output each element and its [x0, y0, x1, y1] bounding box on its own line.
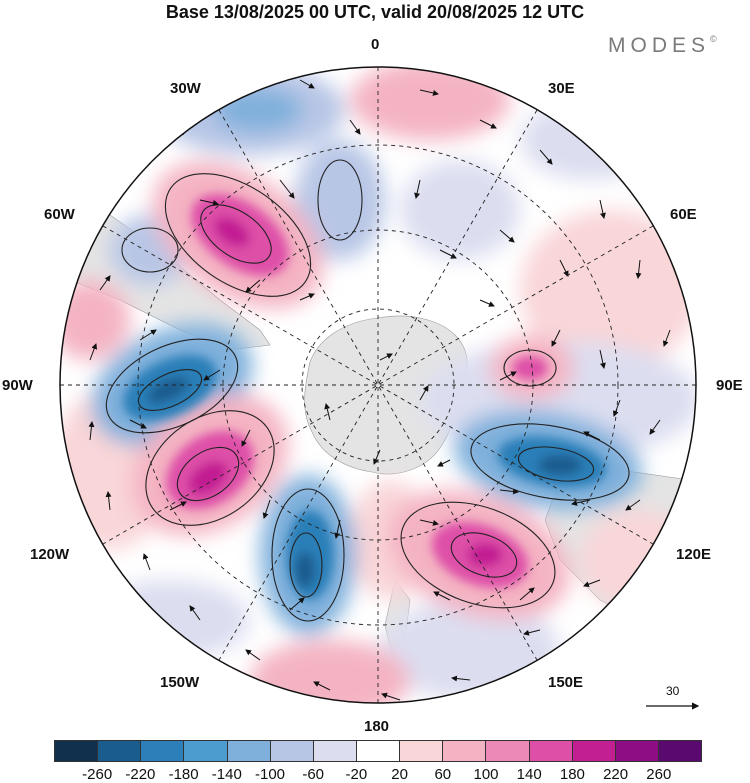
antarctica-land: [304, 315, 468, 475]
colorbar-tick-label: -60: [302, 766, 325, 783]
lon-label-120e: 120E: [676, 546, 712, 563]
colorbar-tick-label: 260: [646, 766, 672, 783]
colorbar: [54, 740, 702, 762]
lon-label-150e: 150E: [548, 674, 584, 691]
colorbar-swatch: [572, 741, 616, 761]
colorbar-swatch: [184, 741, 228, 761]
colorbar-swatch: [227, 741, 271, 761]
lon-label-90e: 90E: [716, 377, 743, 394]
colorbar-tick-label: 220: [603, 766, 629, 783]
colorbar-swatch: [270, 741, 314, 761]
reference-vector-label: 30: [666, 684, 680, 698]
colorbar-swatch: [615, 741, 659, 761]
colorbar-tick-label: -180: [168, 766, 199, 783]
colorbar-swatch: [486, 741, 530, 761]
colorbar-tick-label: 140: [516, 766, 542, 783]
colorbar-swatch: [658, 741, 702, 761]
lon-label-30e: 30E: [548, 80, 575, 97]
graticule: [60, 67, 696, 703]
colorbar-swatch: [313, 741, 357, 761]
lon-label-0: 0: [371, 36, 380, 53]
colorbar-tick-label: -20: [345, 766, 368, 783]
lon-label-60e: 60E: [670, 206, 697, 223]
colorbar-swatch: [400, 741, 444, 761]
colorbar-tick-label: -220: [125, 766, 156, 783]
colorbar-tick-label: 60: [434, 766, 452, 783]
colorbar-tick-label: 20: [391, 766, 408, 783]
colorbar-tick-label: -260: [82, 766, 113, 783]
colorbar-swatch: [529, 741, 573, 761]
lon-label-180: 180: [364, 718, 390, 735]
lon-label-120w: 120W: [30, 546, 70, 563]
brand-name: MODES: [608, 34, 711, 57]
wind-vectors: [88, 79, 671, 701]
colorbar-tick-label: 100: [473, 766, 499, 783]
lon-label-150w: 150W: [160, 674, 200, 691]
map-boundary: [59, 66, 697, 704]
colorbar-swatch: [55, 741, 99, 761]
colorbar-swatch: [356, 741, 401, 761]
map-title: Base 13/08/2025 00 UTC, valid 20/08/2025…: [165, 2, 585, 22]
colorbar-swatch: [98, 741, 142, 761]
brand-logo: MODES©: [608, 34, 717, 58]
colorbar-tick-label: -100: [254, 766, 286, 783]
colorbar-swatch: [443, 741, 487, 761]
lon-label-90w: 90W: [2, 377, 33, 394]
colorbar-tick-label: 180: [559, 766, 585, 783]
colorbar-swatch: [141, 741, 185, 761]
colorbar-tick-label: -140: [211, 766, 242, 783]
contour-lines: [105, 159, 630, 622]
lon-label-30w: 30W: [170, 80, 201, 97]
polar-stereographic-map: [59, 66, 700, 710]
lon-label-60w: 60W: [44, 206, 75, 223]
map-field: [60, 67, 696, 703]
brand-mark: ©: [710, 34, 717, 44]
